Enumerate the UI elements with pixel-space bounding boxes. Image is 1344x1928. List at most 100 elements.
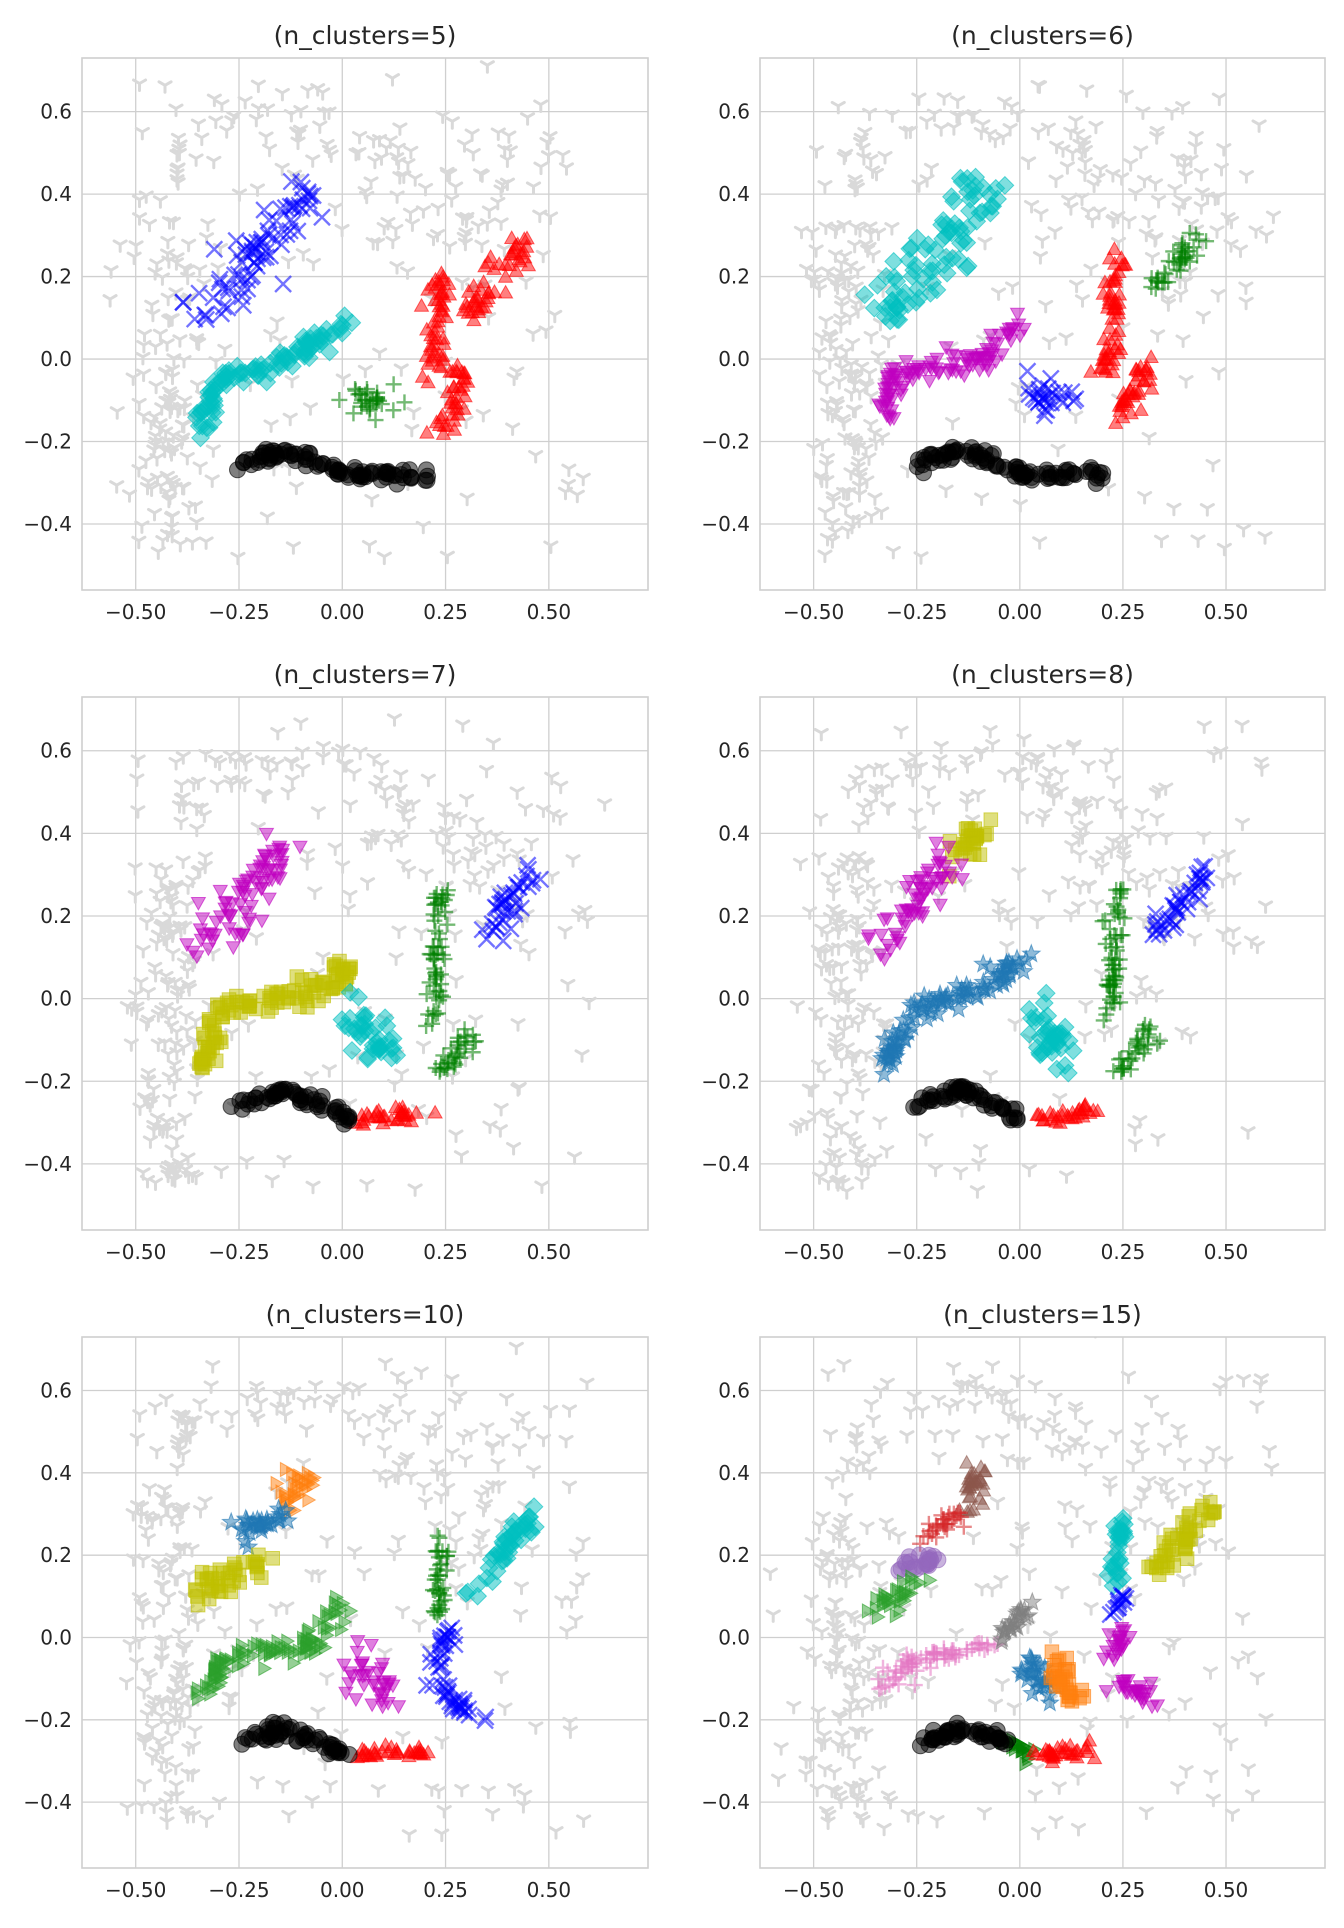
cluster-point bbox=[435, 1579, 452, 1596]
noise-point bbox=[250, 822, 266, 836]
cluster-point bbox=[244, 888, 261, 903]
cluster-series-6 bbox=[424, 1527, 457, 1624]
cluster-point bbox=[271, 842, 287, 857]
noise-point bbox=[597, 798, 613, 812]
cluster-point bbox=[231, 1092, 249, 1110]
cluster-point bbox=[889, 1607, 904, 1624]
noise-point bbox=[122, 489, 138, 503]
cluster-point bbox=[234, 296, 253, 315]
cluster-point bbox=[320, 1627, 335, 1644]
noise-point bbox=[1033, 208, 1049, 223]
noise-point bbox=[137, 329, 153, 343]
y-tick-label: −0.2 bbox=[23, 1708, 72, 1732]
axes-frame bbox=[759, 57, 1326, 591]
noise-point bbox=[442, 1524, 458, 1538]
cluster-point bbox=[313, 208, 331, 227]
cluster-point bbox=[943, 1645, 960, 1662]
noise-point bbox=[1017, 409, 1033, 424]
noise-point bbox=[386, 713, 402, 727]
noise-point bbox=[370, 1784, 386, 1798]
noise-point bbox=[493, 217, 509, 231]
noise-point bbox=[254, 755, 270, 769]
cluster-point bbox=[914, 906, 931, 921]
cluster-point bbox=[502, 919, 520, 938]
cluster-point bbox=[372, 1686, 389, 1701]
noise-point bbox=[1257, 531, 1273, 545]
noise-point bbox=[253, 1397, 269, 1412]
noise-point bbox=[1195, 310, 1211, 325]
noise-point bbox=[1057, 1521, 1073, 1536]
noise-point bbox=[434, 1736, 450, 1750]
noise-point bbox=[164, 313, 180, 327]
cluster-point bbox=[884, 251, 904, 271]
cluster-point bbox=[872, 1609, 886, 1625]
cluster-point bbox=[476, 1708, 495, 1726]
noise-point bbox=[109, 480, 125, 494]
cluster-series-1 bbox=[174, 172, 331, 329]
noise-point bbox=[1175, 334, 1191, 348]
noise-point bbox=[826, 887, 842, 902]
noise-point bbox=[804, 1537, 820, 1551]
noise-point bbox=[391, 156, 407, 171]
cluster-point bbox=[248, 249, 267, 268]
noise-point bbox=[1031, 80, 1048, 94]
noise-point bbox=[834, 1121, 850, 1135]
noise-point bbox=[485, 1480, 501, 1494]
axes-frame bbox=[81, 696, 649, 1231]
noise-point bbox=[172, 539, 188, 553]
x-tick-label: 0.25 bbox=[423, 600, 468, 624]
cluster-point bbox=[345, 405, 362, 422]
noise-point bbox=[501, 130, 517, 144]
noise-point bbox=[1221, 1546, 1237, 1560]
noise-point bbox=[919, 174, 935, 188]
cluster-point bbox=[1088, 469, 1106, 487]
noise-point bbox=[861, 241, 877, 256]
noise-point bbox=[540, 150, 557, 164]
noise-point bbox=[364, 493, 380, 508]
noise-point bbox=[1258, 1713, 1274, 1727]
cluster-point bbox=[460, 304, 477, 319]
noise-point bbox=[854, 1162, 870, 1176]
cluster-point bbox=[351, 385, 368, 402]
noise-point bbox=[833, 1091, 849, 1105]
noise-point bbox=[1110, 210, 1126, 225]
noise-point bbox=[919, 116, 935, 130]
cluster-point bbox=[922, 1659, 939, 1676]
noise-point bbox=[442, 168, 458, 182]
noise-point bbox=[1030, 126, 1046, 141]
cluster-point bbox=[920, 863, 937, 878]
noise-point bbox=[1161, 1708, 1177, 1722]
noise-point bbox=[375, 1427, 391, 1441]
noise-point bbox=[1112, 838, 1128, 852]
noise-point bbox=[1032, 536, 1048, 550]
noise-point bbox=[1079, 1724, 1095, 1738]
noise-point bbox=[387, 1469, 403, 1484]
cluster-point bbox=[329, 1744, 347, 1762]
y-tick-label: −0.4 bbox=[701, 1152, 750, 1176]
cluster-point bbox=[286, 1466, 301, 1482]
cluster-point bbox=[254, 876, 271, 890]
cluster-point bbox=[298, 989, 313, 1005]
noise-point bbox=[176, 402, 192, 417]
cluster-series-8 bbox=[456, 1497, 545, 1606]
noise-point bbox=[1103, 845, 1119, 859]
noise-point bbox=[1075, 831, 1091, 845]
cluster-point bbox=[410, 1744, 427, 1759]
cluster-point bbox=[225, 266, 244, 284]
noise-point bbox=[870, 350, 886, 364]
noise-point bbox=[1209, 225, 1225, 239]
cluster-series-6 bbox=[991, 1591, 1043, 1651]
noise-point bbox=[1133, 974, 1149, 989]
noise-point bbox=[858, 378, 874, 392]
cluster-point bbox=[396, 1112, 413, 1127]
noise-point bbox=[430, 229, 446, 243]
noise-point bbox=[149, 258, 165, 272]
noise-point bbox=[356, 1567, 372, 1582]
noise-point bbox=[948, 1628, 964, 1642]
noise-point bbox=[1150, 1521, 1166, 1536]
noise-point bbox=[876, 1822, 892, 1837]
noise-point bbox=[401, 1829, 417, 1843]
noise-point bbox=[813, 1014, 829, 1028]
noise-point bbox=[982, 129, 998, 143]
noise-point bbox=[1178, 1765, 1194, 1779]
